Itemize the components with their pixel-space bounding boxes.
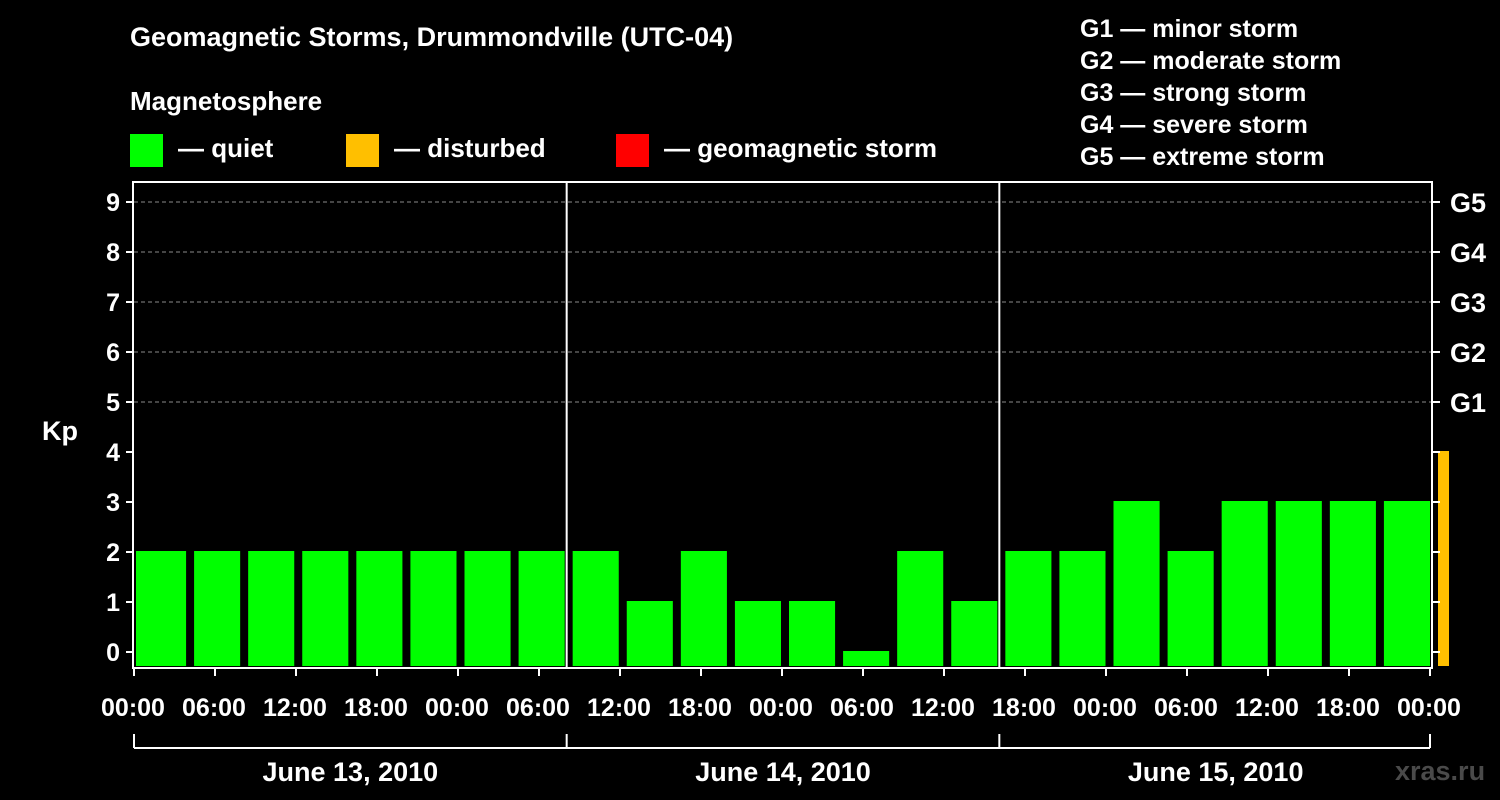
storm-scale-g2: G2 — moderate storm bbox=[1080, 47, 1342, 75]
kp-bar bbox=[789, 601, 836, 666]
y-tick-label: 1 bbox=[106, 589, 120, 617]
legend-label-disturbed: — disturbed bbox=[394, 133, 546, 163]
x-tick-label: 00:00 bbox=[1397, 694, 1461, 722]
legend-swatch-quiet bbox=[130, 134, 163, 167]
legend-label-storm: — geomagnetic storm bbox=[664, 133, 938, 163]
kp-bar bbox=[572, 551, 619, 666]
x-tick-label: 06:00 bbox=[1154, 694, 1218, 722]
kp-bar bbox=[248, 551, 295, 666]
date-label: June 14, 2010 bbox=[695, 757, 871, 787]
x-tick-label: 12:00 bbox=[911, 694, 975, 722]
kp-bar bbox=[1221, 501, 1268, 666]
x-tick-label: 00:00 bbox=[1073, 694, 1137, 722]
x-tick-label: 18:00 bbox=[344, 694, 408, 722]
date-label: June 13, 2010 bbox=[263, 757, 439, 787]
kp-bar bbox=[356, 551, 403, 666]
kp-bar bbox=[1113, 501, 1160, 666]
kp-bar bbox=[1059, 551, 1106, 666]
legend-label-quiet: — quiet bbox=[178, 133, 274, 163]
kp-bar bbox=[1329, 501, 1376, 666]
kp-bar bbox=[1383, 501, 1430, 666]
storm-scale-g4: G4 — severe storm bbox=[1080, 111, 1308, 139]
g-axis-label: G5 bbox=[1450, 188, 1486, 218]
y-tick-label: 0 bbox=[106, 639, 120, 667]
storm-scale-g1: G1 — minor storm bbox=[1080, 15, 1299, 43]
kp-bar bbox=[194, 551, 241, 666]
y-tick-label: 6 bbox=[106, 339, 120, 367]
date-label: June 15, 2010 bbox=[1128, 757, 1304, 787]
kp-bar bbox=[626, 601, 673, 666]
kp-bar bbox=[1005, 551, 1052, 666]
x-tick-label: 12:00 bbox=[263, 694, 327, 722]
legend-swatch-storm bbox=[616, 134, 649, 167]
y-tick-label: 2 bbox=[106, 539, 120, 567]
y-tick-label: 4 bbox=[106, 439, 120, 467]
y-tick-label: 7 bbox=[106, 289, 120, 317]
kp-bar bbox=[518, 551, 565, 666]
y-axis-label: Kp bbox=[42, 416, 78, 446]
x-tick-label: 06:00 bbox=[182, 694, 246, 722]
kp-bar bbox=[951, 601, 998, 666]
x-tick-label: 18:00 bbox=[668, 694, 732, 722]
g-axis-label: G2 bbox=[1450, 338, 1486, 368]
y-tick-label: 8 bbox=[106, 239, 120, 267]
x-tick-label: 12:00 bbox=[587, 694, 651, 722]
kp-bar bbox=[734, 601, 781, 666]
kp-bar bbox=[464, 551, 511, 666]
x-tick-label: 06:00 bbox=[506, 694, 570, 722]
x-tick-label: 12:00 bbox=[1235, 694, 1299, 722]
y-tick-label: 5 bbox=[106, 389, 120, 417]
kp-bar bbox=[1167, 551, 1214, 666]
g-axis-label: G3 bbox=[1450, 288, 1486, 318]
chart-title: Geomagnetic Storms, Drummondville (UTC-0… bbox=[130, 22, 734, 52]
chart-subtitle: Magnetosphere bbox=[130, 86, 323, 116]
watermark: xras.ru bbox=[1395, 756, 1486, 786]
kp-bar bbox=[410, 551, 457, 666]
x-tick-label: 00:00 bbox=[101, 694, 165, 722]
legend-swatch-disturbed bbox=[346, 134, 379, 167]
y-tick-label: 9 bbox=[106, 189, 120, 217]
storm-scale-g5: G5 — extreme storm bbox=[1080, 143, 1325, 171]
y-tick-label: 3 bbox=[106, 489, 120, 517]
g-axis-label: G4 bbox=[1450, 238, 1486, 268]
x-tick-label: 18:00 bbox=[992, 694, 1056, 722]
kp-bar bbox=[843, 651, 890, 666]
storm-scale-g3: G3 — strong storm bbox=[1080, 79, 1307, 107]
x-tick-label: 06:00 bbox=[830, 694, 894, 722]
kp-bar bbox=[136, 551, 187, 666]
x-tick-label: 18:00 bbox=[1316, 694, 1380, 722]
x-tick-label: 00:00 bbox=[749, 694, 813, 722]
kp-bar bbox=[1438, 451, 1449, 666]
x-tick-label: 00:00 bbox=[425, 694, 489, 722]
g-axis-label: G1 bbox=[1450, 388, 1486, 418]
kp-bar bbox=[302, 551, 349, 666]
kp-bar bbox=[1275, 501, 1322, 666]
kp-bar bbox=[680, 551, 727, 666]
kp-bar bbox=[897, 551, 944, 666]
